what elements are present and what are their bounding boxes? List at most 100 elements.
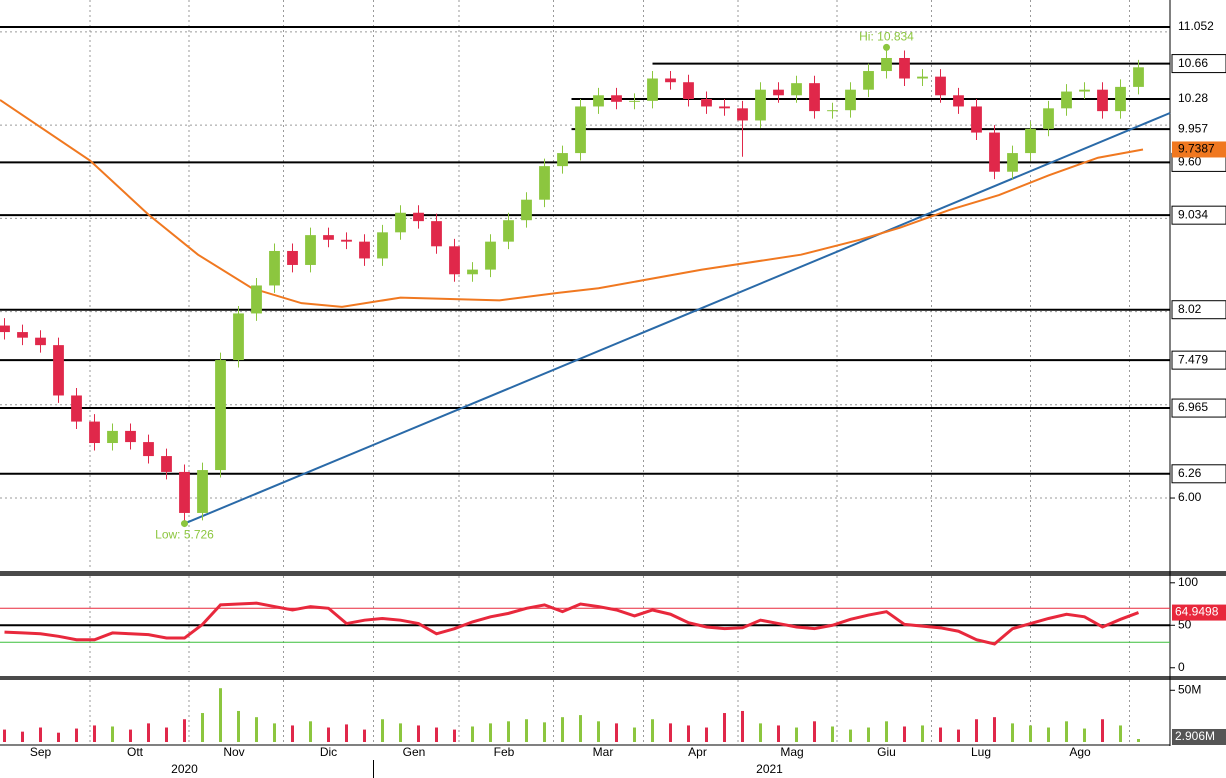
level-label: 11.052 xyxy=(1178,19,1214,33)
rsi-line xyxy=(4,601,1140,646)
volume-bar xyxy=(903,726,906,742)
candle-body xyxy=(1097,89,1108,112)
candle-body xyxy=(359,241,370,259)
candle-body xyxy=(413,212,424,222)
level-label: 8.02 xyxy=(1178,302,1202,316)
x-tick-label: Ott xyxy=(127,745,144,759)
volume-bar xyxy=(669,723,672,742)
candle-body xyxy=(161,456,172,472)
candle-body xyxy=(539,166,550,200)
volume-bar xyxy=(885,721,888,742)
volume-bar xyxy=(849,729,852,742)
volume-bar xyxy=(1137,738,1140,742)
volume-bar xyxy=(129,729,132,742)
candle-body xyxy=(845,89,856,111)
volume-bar xyxy=(201,713,204,742)
volume-bar xyxy=(237,710,240,742)
x-tick-label: Ago xyxy=(1069,745,1091,759)
volume-bar xyxy=(435,727,438,742)
x-tick-label: Sep xyxy=(30,745,52,759)
volume-bar xyxy=(21,731,24,742)
x-tick-label: Mag xyxy=(780,745,803,759)
panel-divider xyxy=(0,676,1226,680)
volume-bar xyxy=(723,713,726,742)
candle-body xyxy=(917,76,928,79)
candle-body xyxy=(881,57,892,72)
candle-body xyxy=(521,199,532,221)
candle-body xyxy=(485,241,496,270)
volume-bar xyxy=(39,727,42,742)
volume-bar xyxy=(3,729,6,742)
candle-body xyxy=(557,153,568,167)
rsi-label-box xyxy=(1172,604,1226,621)
volume-bar xyxy=(327,727,330,742)
volume-bar xyxy=(921,725,924,742)
volume-bar xyxy=(741,710,744,742)
candle-body xyxy=(287,250,298,265)
volume-bar xyxy=(957,729,960,742)
candle-body xyxy=(305,235,316,265)
candle-body xyxy=(1079,89,1090,92)
candle-body xyxy=(575,106,586,154)
candle-body xyxy=(791,83,802,96)
x-tick-label: Dic xyxy=(320,745,337,759)
candle-body xyxy=(431,221,442,247)
annotation-label: Low: 5.726 xyxy=(155,528,214,542)
candle-body xyxy=(17,332,28,338)
volume-bar xyxy=(1029,725,1032,742)
volume-bar xyxy=(1119,725,1122,742)
volume-bar xyxy=(543,722,546,742)
candle-body xyxy=(197,470,208,513)
level-label: 6.26 xyxy=(1178,466,1202,480)
level-label: 9.034 xyxy=(1178,207,1208,221)
x-tick-label: Giu xyxy=(877,745,896,759)
candle-body xyxy=(0,325,10,333)
candle-body xyxy=(269,250,280,286)
candle-body xyxy=(125,430,136,443)
candle-body xyxy=(251,285,262,314)
volume-bar xyxy=(1101,719,1104,742)
year-label: 2020 xyxy=(171,762,198,776)
level-label: 7.479 xyxy=(1178,352,1208,366)
level-label: 9.957 xyxy=(1178,121,1208,135)
volume-bar xyxy=(165,727,168,742)
x-tick-label: Apr xyxy=(688,745,707,759)
rsi-tick-label: 100 xyxy=(1178,575,1198,589)
annotation-label: Hi: 10.834 xyxy=(859,30,914,44)
volume-label: 2.906M xyxy=(1175,729,1215,743)
candle-body xyxy=(701,99,712,107)
trendline xyxy=(184,112,1171,525)
rsi-tick-label: 0 xyxy=(1178,660,1185,674)
candle-body xyxy=(683,82,694,100)
volume-bar xyxy=(615,723,618,742)
volume-bar xyxy=(579,715,582,742)
candle-body xyxy=(989,132,1000,172)
candle-body xyxy=(503,220,514,242)
candle-body xyxy=(179,471,190,513)
candle-body xyxy=(377,232,388,259)
level-label-box xyxy=(1171,350,1226,370)
candle-body xyxy=(863,71,874,90)
volume-bar xyxy=(651,719,654,742)
volume-bar xyxy=(345,724,348,742)
candle-body xyxy=(1133,67,1144,87)
candle-body xyxy=(953,95,964,107)
volume-bar xyxy=(777,725,780,742)
x-tick-label: Mar xyxy=(593,745,614,759)
rsi-label: 64.9498 xyxy=(1175,605,1219,619)
candle-body xyxy=(899,57,910,79)
level-label-box xyxy=(1171,464,1226,484)
volume-bar xyxy=(597,721,600,742)
candle-body xyxy=(1007,153,1018,172)
candle-body xyxy=(341,239,352,242)
candle-body xyxy=(809,83,820,112)
volume-bar xyxy=(363,729,366,742)
volume-bar xyxy=(219,688,222,742)
x-tick-label: Feb xyxy=(494,745,515,759)
volume-bar xyxy=(813,721,816,742)
candle-body xyxy=(971,106,982,133)
candle-body xyxy=(395,212,406,233)
candle-body xyxy=(665,78,676,83)
level-label-box xyxy=(1171,398,1226,418)
